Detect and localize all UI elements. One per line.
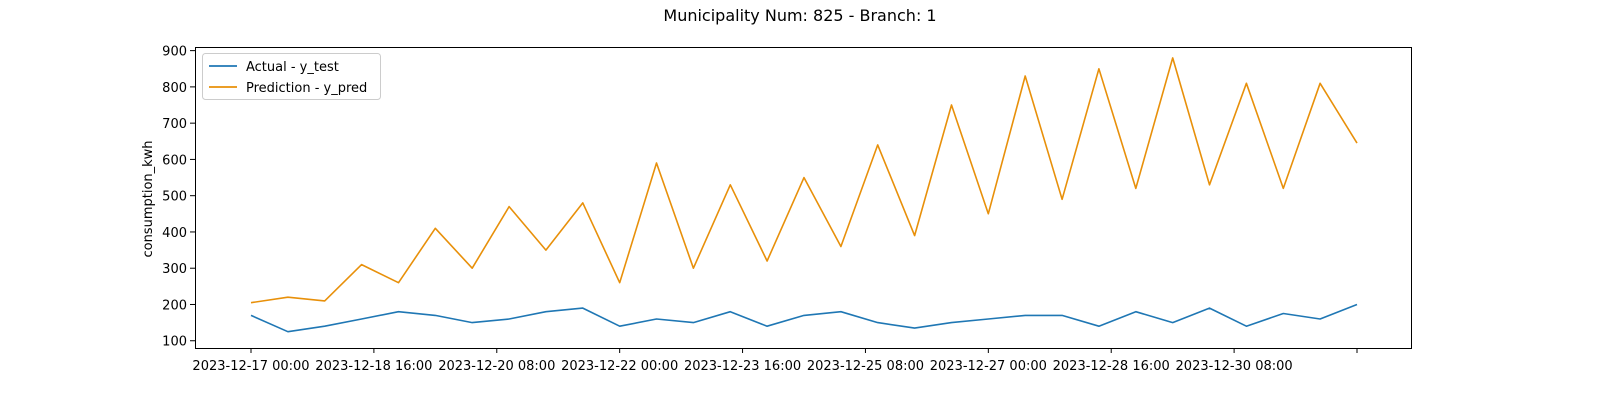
x-tick-label: 2023-12-27 00:00 bbox=[930, 359, 1047, 374]
x-tick-label: 2023-12-25 08:00 bbox=[807, 359, 924, 374]
y-tick-label: 600 bbox=[162, 153, 187, 168]
y-tick-label: 900 bbox=[162, 45, 187, 60]
x-tick-label: 2023-12-22 00:00 bbox=[561, 359, 678, 374]
legend-label: Prediction - y_pred bbox=[246, 81, 367, 96]
legend-box bbox=[202, 53, 381, 100]
y-tick-label: 200 bbox=[162, 298, 187, 313]
y-axis-label: consumption_kwh bbox=[141, 140, 156, 257]
x-tick-label: 2023-12-20 08:00 bbox=[438, 359, 555, 374]
series-line-0 bbox=[250, 303, 1358, 333]
legend-label: Actual - y_test bbox=[246, 60, 339, 75]
plot-lines bbox=[250, 57, 1358, 333]
series-line-1 bbox=[250, 57, 1358, 304]
y-tick-label: 800 bbox=[162, 81, 187, 96]
chart-title: Municipality Num: 825 - Branch: 1 bbox=[663, 6, 936, 25]
x-axis: 2023-12-17 00:00 2023-12-18 16:00 2023-12-… bbox=[192, 348, 1358, 374]
x-tick-label: 2023-12-17 00:00 bbox=[192, 359, 309, 374]
y-tick-label: 500 bbox=[162, 190, 187, 205]
y-tick-label: 100 bbox=[162, 335, 187, 350]
y-tick-label: 400 bbox=[162, 226, 187, 241]
y-tick-label: 700 bbox=[162, 117, 187, 132]
legend: Actual - y_test Prediction - y_pred bbox=[202, 53, 381, 100]
x-tick-label: 2023-12-30 08:00 bbox=[1176, 359, 1293, 374]
y-axis: 100 200 300 400 500 600 700 800 900 bbox=[162, 45, 195, 350]
y-tick-label: 300 bbox=[162, 262, 187, 277]
x-tick-label: 2023-12-23 16:00 bbox=[684, 359, 801, 374]
plot-frame bbox=[195, 47, 1412, 349]
x-tick-label: 2023-12-18 16:00 bbox=[315, 359, 432, 374]
x-tick-label: 2023-12-28 16:00 bbox=[1053, 359, 1170, 374]
